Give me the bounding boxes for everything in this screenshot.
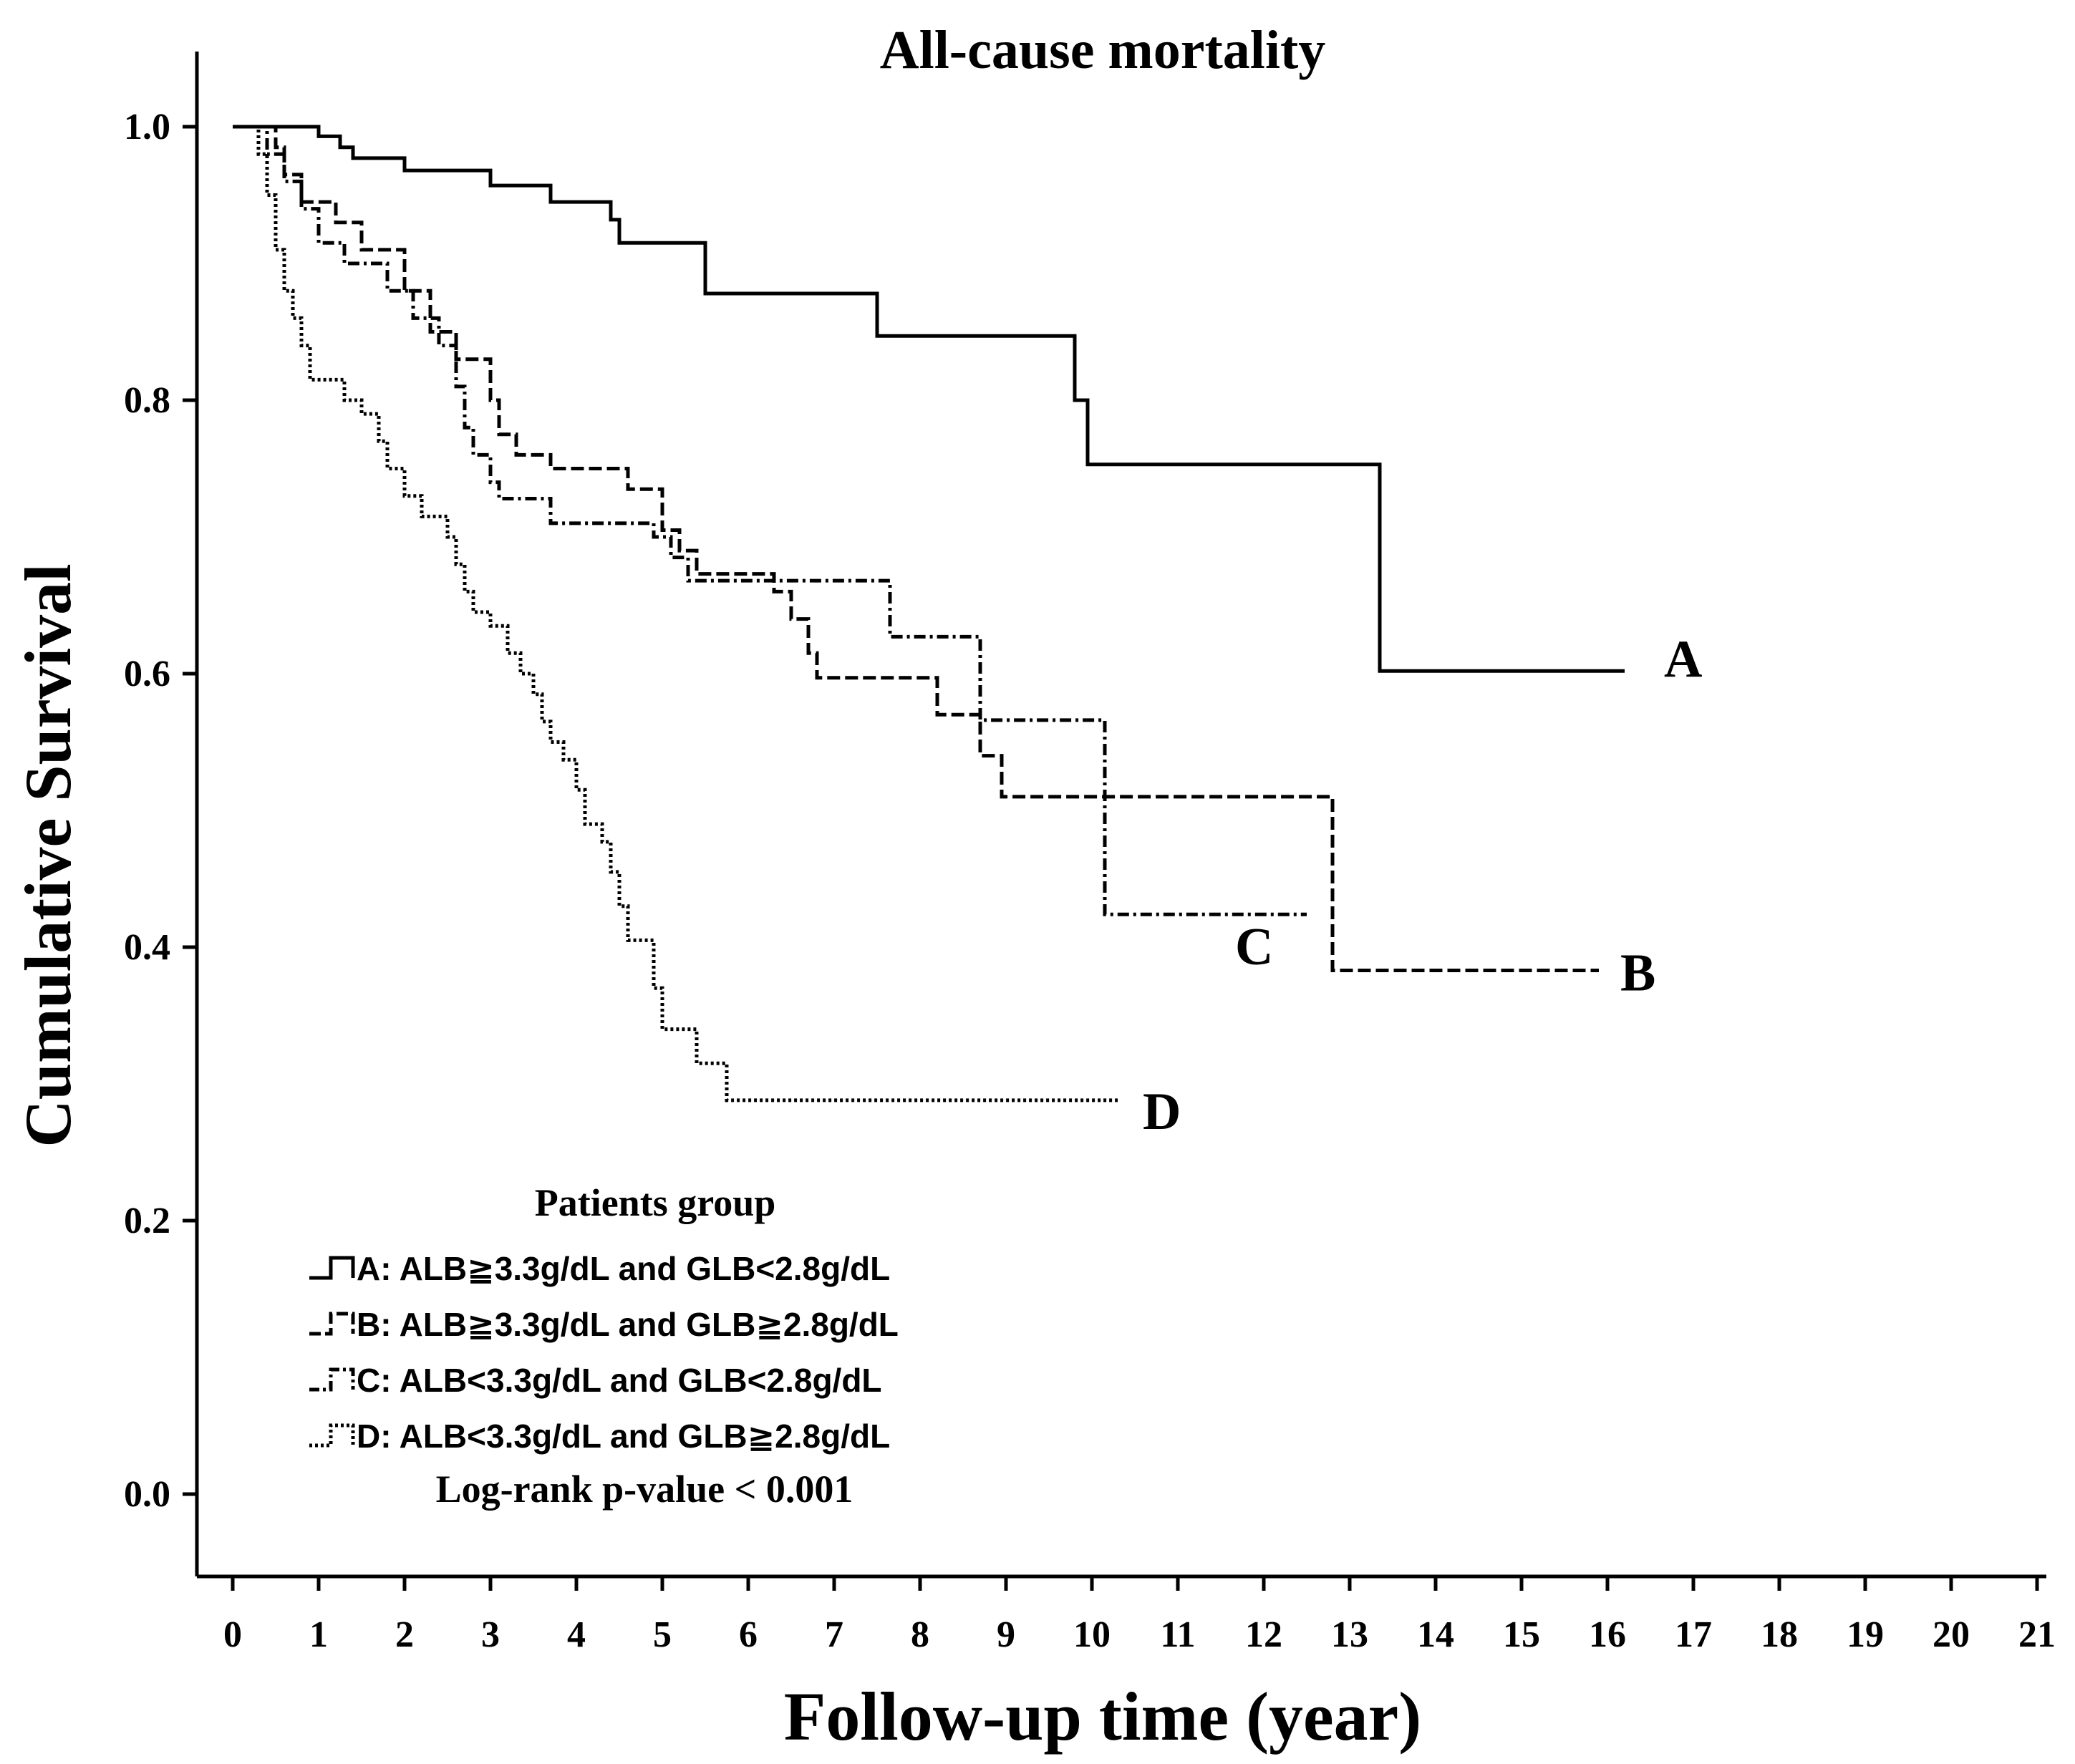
x-tick-label: 4 xyxy=(567,1614,586,1655)
series-end-label-c: C xyxy=(1235,918,1273,976)
series-end-label-a: A xyxy=(1664,630,1702,689)
legend-item-c: C: ALB<3.3g/dL and GLB<2.8g/dL xyxy=(309,1362,882,1399)
x-tick-label: 15 xyxy=(1503,1614,1540,1655)
legend-label-a: A: ALB≧3.3g/dL and GLB<2.8g/dL xyxy=(357,1250,890,1287)
legend-title: Patients group xyxy=(535,1181,776,1224)
x-tick-label: 21 xyxy=(2018,1614,2056,1655)
x-tick-label: 6 xyxy=(739,1614,758,1655)
series-line-d xyxy=(233,125,1118,1102)
x-tick-label: 14 xyxy=(1417,1614,1454,1655)
legend: Patients group A: ALB≧3.3g/dL and GLB<2.… xyxy=(309,1181,899,1511)
x-tick-label: 2 xyxy=(395,1614,414,1655)
x-tick-label: 5 xyxy=(653,1614,672,1655)
legend-swatch-a xyxy=(309,1256,355,1280)
y-tick-label: 0.6 xyxy=(124,654,170,694)
legend-label-d: D: ALB<3.3g/dL and GLB≧2.8g/dL xyxy=(357,1418,890,1455)
legend-label-b: B: ALB≧3.3g/dL and GLB≧2.8g/dL xyxy=(357,1306,899,1343)
y-tick-label: 0.8 xyxy=(124,380,170,421)
y-tick-label: 0.0 xyxy=(124,1474,170,1515)
x-tick-label: 9 xyxy=(997,1614,1015,1655)
x-tick-label: 10 xyxy=(1073,1614,1111,1655)
x-tick-label: 3 xyxy=(481,1614,500,1655)
y-axis-ticks: 0.0 0.2 0.4 0.6 0.8 1.0 xyxy=(124,107,197,1515)
series-line-a xyxy=(233,125,1625,673)
series-end-label-d: D xyxy=(1143,1082,1181,1141)
y-tick-label: 1.0 xyxy=(124,107,170,147)
series-line-c xyxy=(233,125,1307,916)
x-axis-label: Follow-up time (year) xyxy=(784,1678,1421,1755)
x-tick-label: 12 xyxy=(1245,1614,1282,1655)
legend-swatch-b xyxy=(309,1312,355,1336)
y-axis-label: Cumulative Survival xyxy=(11,563,84,1147)
x-tick-label: 11 xyxy=(1160,1614,1195,1655)
series-line-b xyxy=(233,125,1599,972)
legend-item-a: A: ALB≧3.3g/dL and GLB<2.8g/dL xyxy=(309,1250,890,1287)
x-tick-label: 7 xyxy=(825,1614,843,1655)
x-tick-label: 13 xyxy=(1331,1614,1368,1655)
legend-item-b: B: ALB≧3.3g/dL and GLB≧2.8g/dL xyxy=(309,1306,899,1343)
y-tick-label: 0.2 xyxy=(124,1201,170,1241)
x-tick-label: 0 xyxy=(223,1614,242,1655)
x-tick-label: 1 xyxy=(309,1614,328,1655)
legend-swatch-d xyxy=(309,1423,355,1448)
x-tick-label: 16 xyxy=(1589,1614,1626,1655)
x-tick-label: 18 xyxy=(1761,1614,1798,1655)
legend-swatch-c xyxy=(309,1367,355,1392)
series-end-label-b: B xyxy=(1620,944,1655,1002)
legend-item-d: D: ALB<3.3g/dL and GLB≧2.8g/dL xyxy=(309,1418,890,1455)
series-layer: A B C D xyxy=(233,125,1702,1141)
x-tick-label: 19 xyxy=(1847,1614,1884,1655)
legend-label-c: C: ALB<3.3g/dL and GLB<2.8g/dL xyxy=(357,1362,882,1399)
x-tick-label: 20 xyxy=(1933,1614,1970,1655)
x-axis-ticks: 0 1 2 3 4 5 6 7 8 9 10 11 12 13 14 15 16 17 18 19 20 21 xyxy=(223,1576,2056,1655)
y-tick-label: 0.4 xyxy=(124,927,170,968)
chart-title: All-cause mortality xyxy=(880,20,1326,80)
x-tick-label: 8 xyxy=(911,1614,929,1655)
x-tick-label: 17 xyxy=(1675,1614,1712,1655)
log-rank-note: Log-rank p-value < 0.001 xyxy=(436,1468,853,1511)
